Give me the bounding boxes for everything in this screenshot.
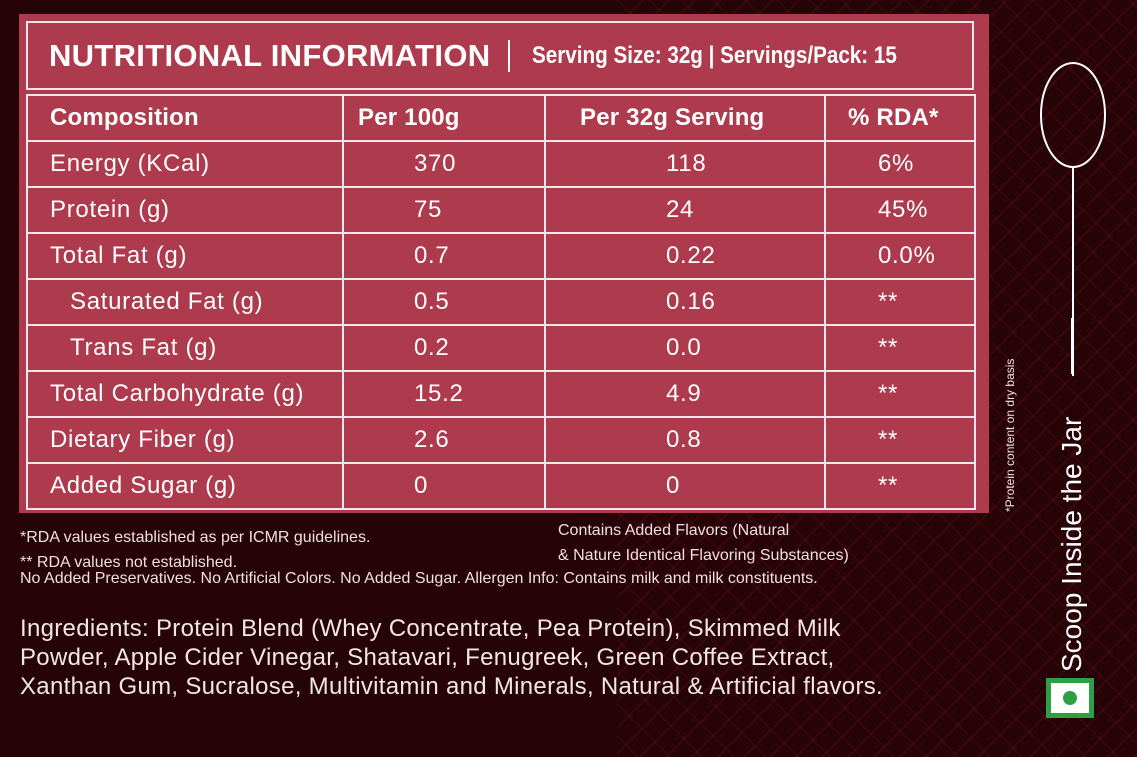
protein-dry-basis-note: *Protein content on dry basis <box>1003 358 1017 512</box>
nutrient-name: Added Sugar (g) <box>26 462 344 510</box>
column-header-composition: Composition <box>26 94 344 142</box>
scoop-divider <box>1071 318 1073 374</box>
per-100g-value: 15.2 <box>342 370 546 418</box>
per-serving-value: 0.0 <box>544 324 826 372</box>
table-row: Protein (g) 75 24 45% <box>26 186 976 234</box>
per-serving-value: 0.22 <box>544 232 826 280</box>
rda-value: ** <box>824 462 976 510</box>
nutrition-header: NUTRITIONAL INFORMATION Serving Size: 32… <box>26 21 974 90</box>
veg-dot <box>1063 691 1077 705</box>
per-serving-value: 0.8 <box>544 416 826 464</box>
nutrition-title: NUTRITIONAL INFORMATION <box>49 37 491 73</box>
per-100g-value: 2.6 <box>342 416 546 464</box>
nutrient-name: Energy (KCal) <box>26 140 344 188</box>
rda-value: 0.0% <box>824 232 976 280</box>
serving-info: Serving Size: 32g | Servings/Pack: 15 <box>532 41 898 69</box>
nutrient-name: Saturated Fat (g) <box>26 278 344 326</box>
column-header-per-100g: Per 100g <box>342 94 546 142</box>
table-row: Energy (KCal) 370 118 6% <box>26 140 976 188</box>
rda-value: ** <box>824 370 976 418</box>
per-100g-value: 370 <box>342 140 546 188</box>
per-serving-value: 4.9 <box>544 370 826 418</box>
no-added-note: No Added Preservatives. No Artificial Co… <box>20 570 818 587</box>
table-row: Saturated Fat (g) 0.5 0.16 ** <box>26 278 976 326</box>
nutrient-name: Trans Fat (g) <box>26 324 344 372</box>
column-header-rda: % RDA* <box>824 94 976 142</box>
spoon-icon <box>1040 62 1106 376</box>
ingredients-text: Ingredients: Protein Blend (Whey Concent… <box>20 615 884 700</box>
table-row: Trans Fat (g) 0.2 0.0 ** <box>26 324 976 372</box>
per-100g-value: 0.2 <box>342 324 546 372</box>
rda-not-established-note: ** RDA values not established. <box>20 554 238 571</box>
per-100g-value: 0.5 <box>342 278 546 326</box>
table-row: Added Sugar (g) 0 0 ** <box>26 462 976 510</box>
flavors-note: Contains Added Flavors (Natural & Nature… <box>558 518 849 568</box>
nutrient-name: Dietary Fiber (g) <box>26 416 344 464</box>
per-100g-value: 0.7 <box>342 232 546 280</box>
scoop-inside-jar-text: Scoop Inside the Jar <box>1056 416 1087 672</box>
header-divider <box>508 39 511 72</box>
table-row: Total Fat (g) 0.7 0.22 0.0% <box>26 232 976 280</box>
per-serving-value: 24 <box>544 186 826 234</box>
flavors-line-1: Contains Added Flavors (Natural <box>558 522 790 539</box>
nutrition-table: Composition Per 100g Per 32g Serving % R… <box>26 94 976 510</box>
per-100g-value: 0 <box>342 462 546 510</box>
nutrient-name: Total Carbohydrate (g) <box>26 370 344 418</box>
table-row: Dietary Fiber (g) 2.6 0.8 ** <box>26 416 976 464</box>
table-row: Total Carbohydrate (g) 15.2 4.9 ** <box>26 370 976 418</box>
per-100g-value: 75 <box>342 186 546 234</box>
rda-notes: *RDA values established as per ICMR guid… <box>20 525 370 575</box>
rda-value: ** <box>824 278 976 326</box>
table-header-row: Composition Per 100g Per 32g Serving % R… <box>26 94 976 142</box>
rda-value: 45% <box>824 186 976 234</box>
per-serving-value: 0 <box>544 462 826 510</box>
rda-value: ** <box>824 324 976 372</box>
rda-value: ** <box>824 416 976 464</box>
nutrient-name: Total Fat (g) <box>26 232 344 280</box>
veg-mark-icon <box>1046 678 1094 718</box>
nutrition-panel: NUTRITIONAL INFORMATION Serving Size: 32… <box>19 14 989 513</box>
flavors-line-2: & Nature Identical Flavoring Substances) <box>558 547 849 564</box>
rda-value: 6% <box>824 140 976 188</box>
nutrient-name: Protein (g) <box>26 186 344 234</box>
rda-note: *RDA values established as per ICMR guid… <box>20 529 371 546</box>
column-header-per-serving: Per 32g Serving <box>544 94 826 142</box>
per-serving-value: 0.16 <box>544 278 826 326</box>
per-serving-value: 118 <box>544 140 826 188</box>
